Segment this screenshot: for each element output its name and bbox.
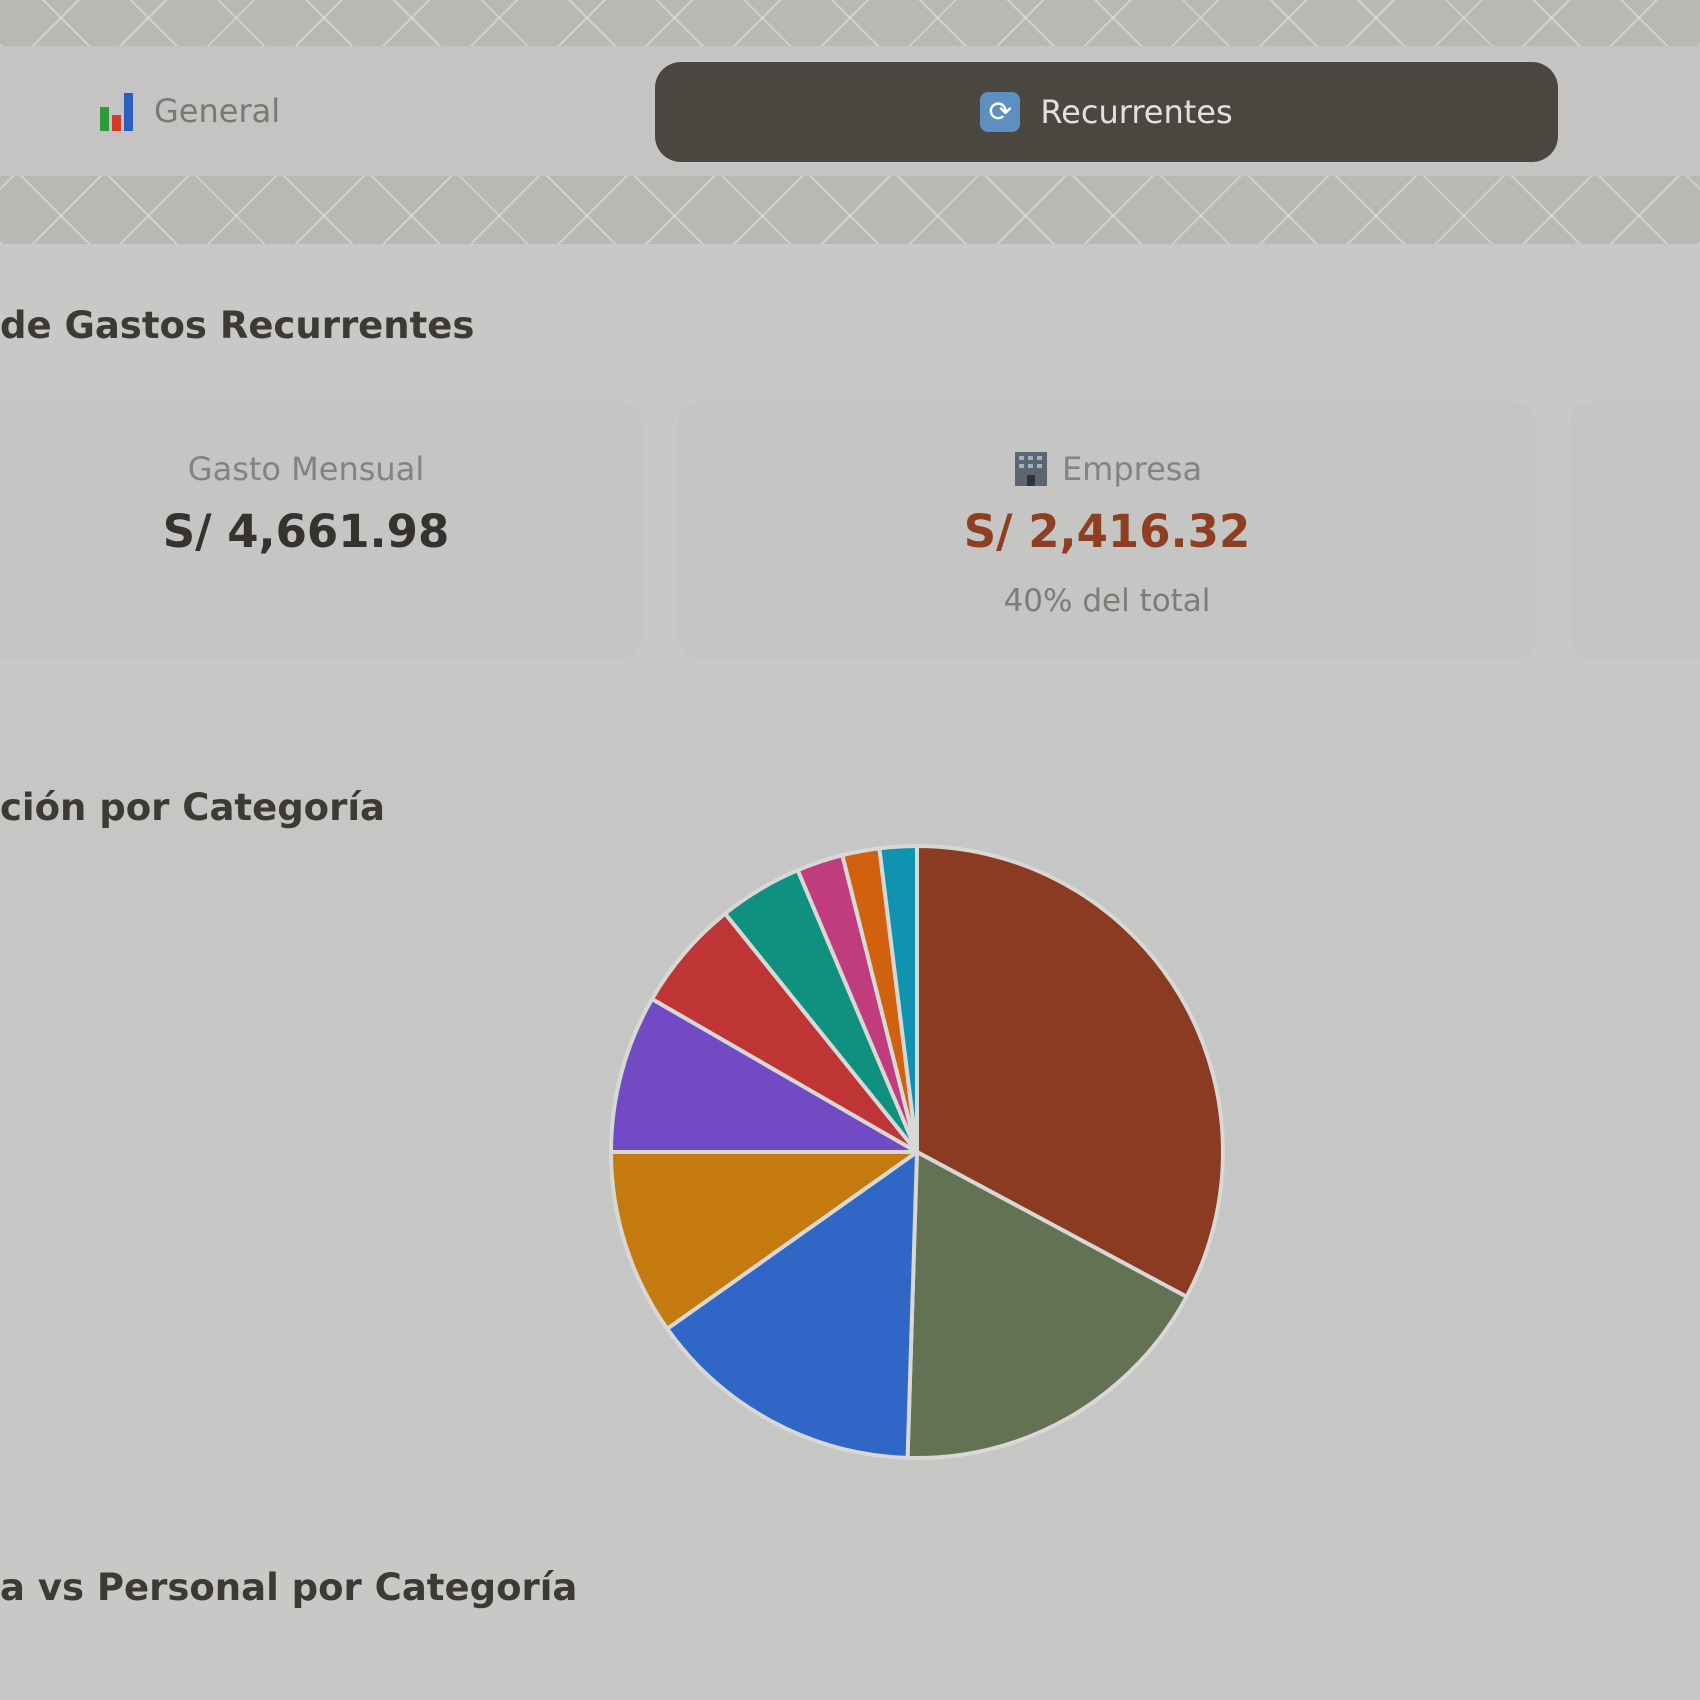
empresa-label: Empresa bbox=[1061, 450, 1203, 488]
partial-card bbox=[1570, 402, 1700, 660]
office-building-icon bbox=[1014, 452, 1047, 486]
main-content: de Gastos Recurrentes Gasto Mensual S/ 4… bbox=[0, 244, 1700, 1700]
tab-bar: General ⟳ Recurrentes bbox=[0, 46, 1700, 176]
background-pattern-top bbox=[0, 0, 1700, 46]
monthly-spend-label: Gasto Mensual bbox=[187, 450, 425, 488]
comparison-title: a vs Personal por Categoría bbox=[0, 1566, 578, 1609]
bar-chart-icon bbox=[100, 91, 136, 131]
monthly-spend-value: S/ 4,661.98 bbox=[162, 505, 450, 558]
empresa-card: Empresa S/ 2,416.32 40% del total bbox=[678, 402, 1536, 660]
tab-general-label: General bbox=[154, 92, 281, 130]
empresa-value: S/ 2,416.32 bbox=[963, 505, 1251, 558]
tab-general[interactable]: General bbox=[100, 86, 280, 136]
empresa-subtitle: 40% del total bbox=[1003, 583, 1211, 619]
category-chart-panel: ción por Categoría bbox=[0, 726, 1700, 1526]
background-pattern-divider bbox=[0, 176, 1700, 244]
pie-slice-5[interactable] bbox=[609, 997, 919, 1154]
pie-slice-3[interactable] bbox=[665, 1150, 919, 1460]
summary-title: de Gastos Recurrentes bbox=[0, 304, 475, 347]
tab-recurrentes-label: Recurrentes bbox=[1040, 93, 1233, 131]
pie-slice-10[interactable] bbox=[877, 844, 919, 1154]
pie-slice-1[interactable] bbox=[915, 844, 1225, 1299]
category-chart-title: ción por Categoría bbox=[0, 786, 385, 829]
empresa-label-row: Empresa bbox=[678, 450, 1536, 488]
pie-slice-4[interactable] bbox=[609, 1150, 919, 1331]
monthly-spend-card: Gasto Mensual S/ 4,661.98 bbox=[0, 402, 642, 660]
category-pie-chart bbox=[609, 844, 1225, 1460]
pie-slice-2[interactable] bbox=[905, 1150, 1189, 1460]
refresh-icon: ⟳ bbox=[980, 92, 1021, 132]
tab-recurrentes[interactable]: ⟳ Recurrentes bbox=[655, 62, 1558, 162]
